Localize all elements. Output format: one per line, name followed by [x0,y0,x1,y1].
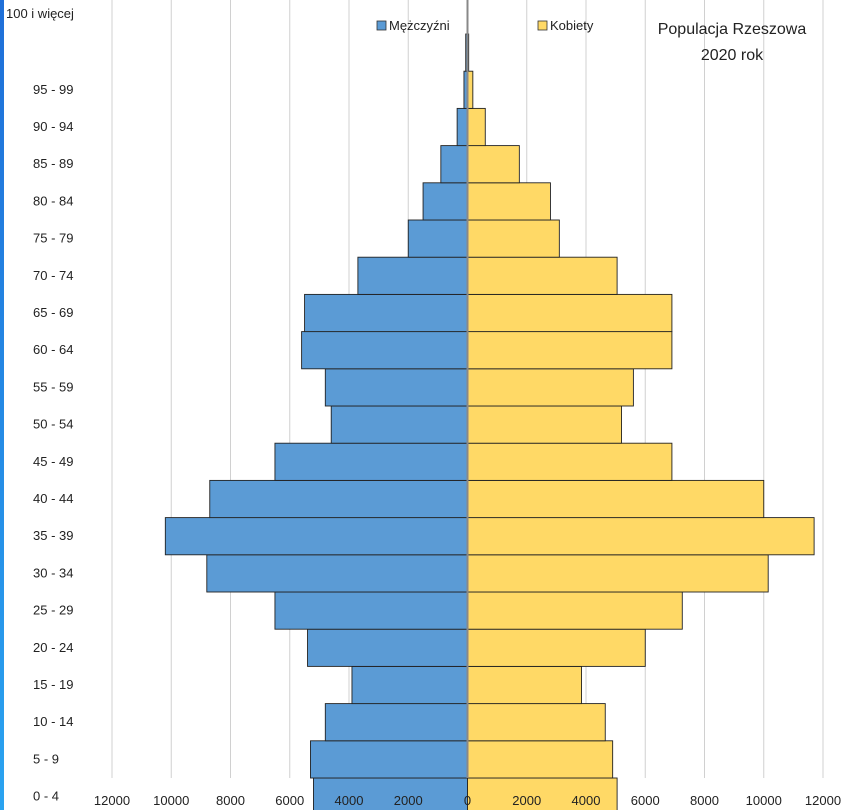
y-tick-label: 100 i więcej [6,6,74,21]
left-edge-strip [0,0,4,810]
bar-men [164,517,468,556]
bar-men [304,293,468,333]
bar-men [456,107,468,147]
x-tick-label: 2000 [512,793,541,808]
legend: Mężczyźni Kobiety [376,18,594,33]
bar-women [467,442,673,481]
y-tick-label: 30 - 34 [33,565,73,580]
bar-men [351,665,468,705]
bar-women [467,293,673,333]
x-tick-label: 6000 [631,793,660,808]
bar-men [274,591,468,630]
bar-men [324,368,468,407]
y-tick-label: 65 - 69 [33,305,73,320]
bar-men [330,405,468,444]
y-tick-label: 45 - 49 [33,454,73,469]
y-tick-label: 15 - 19 [33,677,73,692]
y-tick-label: 75 - 79 [33,231,73,246]
bar-women [467,405,623,444]
bar-men [357,256,468,295]
y-tick-label: 85 - 89 [33,156,73,171]
bar-women [467,665,583,705]
bar-women [467,107,486,147]
legend-label-women: Kobiety [550,18,594,33]
bar-women [467,740,614,779]
y-tick-label: 35 - 39 [33,528,73,543]
x-tick-label: 4000 [335,793,364,808]
x-tick-labels: 12000 10000 8000 6000 4000 2000 0 2000 4000 6000 8… [94,793,841,808]
bar-men [307,628,468,667]
bar-men [324,703,468,742]
bar-women [467,591,683,630]
bars [164,33,815,810]
chart-title: Populacja Rzeszowa 2020 rok [658,21,807,64]
x-tick-label: 8000 [690,793,719,808]
bar-women [467,182,551,221]
x-tick-label: 0 [464,793,471,808]
x-tick-label: 12000 [805,793,841,808]
x-tick-label: 4000 [572,793,601,808]
y-tick-label: 5 - 9 [33,751,59,766]
x-tick-label: 2000 [394,793,423,808]
y-tick-label: 90 - 94 [33,119,73,134]
bar-women [467,554,769,593]
y-tick-label: 95 - 99 [33,82,73,97]
y-tick-label: 10 - 14 [33,714,73,729]
bar-men [209,479,468,519]
bar-women [467,331,673,370]
x-tick-label: 10000 [746,793,782,808]
chart-title-line-1: Populacja Rzeszowa [658,21,807,38]
y-tick-label: 55 - 59 [33,379,73,394]
bar-women [467,145,520,184]
y-tick-labels: 0 - 4 5 - 9 10 - 14 15 - 19 20 - 24 25 - 29 30… [6,6,74,804]
y-tick-label: 25 - 29 [33,603,73,618]
y-tick-label: 20 - 24 [33,640,73,655]
y-tick-label: 60 - 64 [33,342,73,357]
bar-men [440,145,468,184]
bar-women [467,219,560,258]
x-tick-label: 10000 [153,793,189,808]
y-tick-label: 70 - 74 [33,268,73,283]
legend-swatch-women [537,20,548,31]
bar-women [467,628,646,667]
bar-men [422,182,468,221]
bar-women [467,703,606,742]
y-tick-label: 40 - 44 [33,491,73,506]
bar-men [274,442,468,481]
x-tick-label: 6000 [275,793,304,808]
x-tick-label: 12000 [94,793,130,808]
bar-men [301,331,468,370]
legend-label-men: Mężczyźni [389,18,450,33]
bar-women [467,368,634,407]
y-tick-label: 50 - 54 [33,417,73,432]
bar-women [467,479,765,519]
bar-women [467,517,815,556]
y-tick-label: 0 - 4 [33,789,59,804]
x-tick-label: 8000 [216,793,245,808]
bar-men [407,219,468,258]
bar-women [467,256,618,295]
bar-men [313,777,468,810]
chart-title-line-2: 2020 rok [701,47,764,64]
bar-men [206,554,468,593]
bar-men [310,740,468,779]
y-tick-label: 80 - 84 [33,193,73,208]
legend-swatch-men [376,20,387,31]
